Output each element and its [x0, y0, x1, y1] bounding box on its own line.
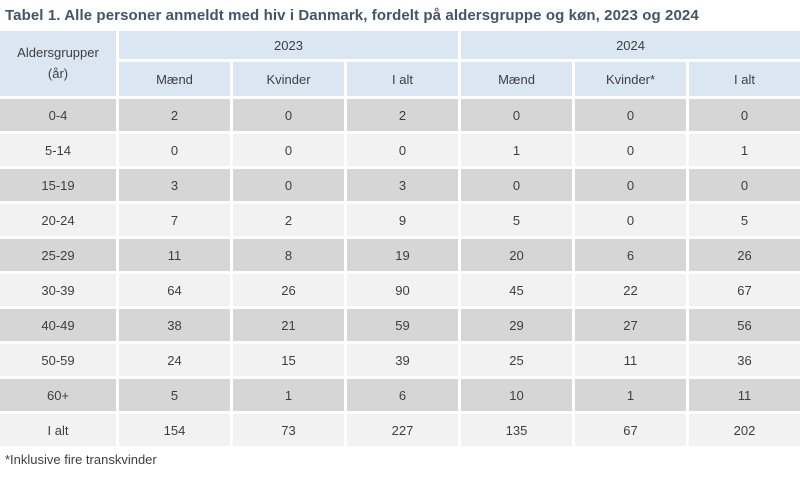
value-cell: 67: [575, 414, 687, 446]
value-cell: 202: [689, 414, 800, 446]
value-cell: 21: [233, 309, 344, 341]
value-cell: 20: [461, 239, 573, 271]
value-cell: 1: [233, 379, 344, 411]
value-cell: 73: [233, 414, 344, 446]
value-cell: 0: [689, 169, 800, 201]
value-cell: 2: [233, 204, 344, 236]
value-cell: 0: [689, 99, 800, 131]
age-group-label: 15-19: [0, 169, 116, 201]
value-cell: 0: [347, 134, 459, 166]
gender-header-row: Mænd Kvinder I alt Mænd Kvinder* I alt: [0, 62, 800, 96]
table-row: 0-4 2 0 2 0 0 0: [0, 99, 800, 131]
value-cell: 1: [689, 134, 800, 166]
value-cell: 5: [461, 204, 573, 236]
col-header-kvinder-2023: Kvinder: [233, 62, 344, 96]
value-cell: 5: [689, 204, 800, 236]
col-header-maend-2023: Mænd: [119, 62, 230, 96]
value-cell: 39: [347, 344, 459, 376]
age-group-label: 25-29: [0, 239, 116, 271]
hiv-age-gender-table: Aldersgrupper (år) 2023 2024 Mænd Kvinde…: [0, 28, 800, 449]
value-cell: 8: [233, 239, 344, 271]
value-cell: 1: [461, 134, 573, 166]
table-row: 25-29 11 8 19 20 6 26: [0, 239, 800, 271]
value-cell: 10: [461, 379, 573, 411]
value-cell: 0: [233, 169, 344, 201]
age-group-label: I alt: [0, 414, 116, 446]
age-group-label: 20-24: [0, 204, 116, 236]
value-cell: 0: [575, 134, 687, 166]
value-cell: 5: [119, 379, 230, 411]
value-cell: 0: [575, 99, 687, 131]
value-cell: 2: [119, 99, 230, 131]
table-row: 30-39 64 26 90 45 22 67: [0, 274, 800, 306]
value-cell: 154: [119, 414, 230, 446]
value-cell: 56: [689, 309, 800, 341]
age-group-label: 0-4: [0, 99, 116, 131]
value-cell: 11: [575, 344, 687, 376]
value-cell: 26: [689, 239, 800, 271]
table-row: 50-59 24 15 39 25 11 36: [0, 344, 800, 376]
value-cell: 3: [119, 169, 230, 201]
age-group-column-header: Aldersgrupper (år): [0, 31, 116, 96]
value-cell: 67: [689, 274, 800, 306]
value-cell: 24: [119, 344, 230, 376]
value-cell: 0: [461, 169, 573, 201]
age-group-label: 60+: [0, 379, 116, 411]
value-cell: 3: [347, 169, 459, 201]
year-header-2024: 2024: [461, 31, 800, 59]
year-header-row: Aldersgrupper (år) 2023 2024: [0, 31, 800, 96]
col-header-ialt-2023: I alt: [347, 62, 459, 96]
value-cell: 0: [575, 204, 687, 236]
value-cell: 36: [689, 344, 800, 376]
value-cell: 0: [119, 134, 230, 166]
age-group-label: 5-14: [0, 134, 116, 166]
table-row: 60+ 5 1 6 10 1 11: [0, 379, 800, 411]
value-cell: 19: [347, 239, 459, 271]
age-group-label: 30-39: [0, 274, 116, 306]
value-cell: 9: [347, 204, 459, 236]
value-cell: 0: [233, 134, 344, 166]
value-cell: 0: [461, 99, 573, 131]
value-cell: 0: [233, 99, 344, 131]
value-cell: 6: [575, 239, 687, 271]
year-header-2023: 2023: [119, 31, 459, 59]
value-cell: 2: [347, 99, 459, 131]
value-cell: 11: [689, 379, 800, 411]
table-header: Aldersgrupper (år) 2023 2024 Mænd Kvinde…: [0, 31, 800, 96]
value-cell: 27: [575, 309, 687, 341]
value-cell: 0: [575, 169, 687, 201]
value-cell: 135: [461, 414, 573, 446]
value-cell: 64: [119, 274, 230, 306]
col-header-maend-2024: Mænd: [461, 62, 573, 96]
value-cell: 6: [347, 379, 459, 411]
value-cell: 22: [575, 274, 687, 306]
value-cell: 59: [347, 309, 459, 341]
table-row: I alt 154 73 227 135 67 202: [0, 414, 800, 446]
table-row: 20-24 7 2 9 5 0 5: [0, 204, 800, 236]
value-cell: 25: [461, 344, 573, 376]
age-group-label: 50-59: [0, 344, 116, 376]
value-cell: 7: [119, 204, 230, 236]
table-row: 15-19 3 0 3 0 0 0: [0, 169, 800, 201]
col-header-ialt-2024: I alt: [689, 62, 800, 96]
value-cell: 26: [233, 274, 344, 306]
col-header-kvinder-2024: Kvinder*: [575, 62, 687, 96]
value-cell: 15: [233, 344, 344, 376]
value-cell: 45: [461, 274, 573, 306]
age-group-label: 40-49: [0, 309, 116, 341]
table-row: 40-49 38 21 59 29 27 56: [0, 309, 800, 341]
value-cell: 38: [119, 309, 230, 341]
value-cell: 11: [119, 239, 230, 271]
footnote: *Inklusive fire transkvinder: [5, 452, 157, 467]
table-title: Tabel 1. Alle personer anmeldt med hiv i…: [5, 7, 699, 24]
value-cell: 29: [461, 309, 573, 341]
table-row: 5-14 0 0 0 1 0 1: [0, 134, 800, 166]
value-cell: 227: [347, 414, 459, 446]
table-body: 0-4 2 0 2 0 0 0 5-14 0 0 0 1 0 1 15-19 3 0 3 0 0 0 20-24 7 2 9 5 0…: [0, 99, 800, 446]
value-cell: 90: [347, 274, 459, 306]
value-cell: 1: [575, 379, 687, 411]
